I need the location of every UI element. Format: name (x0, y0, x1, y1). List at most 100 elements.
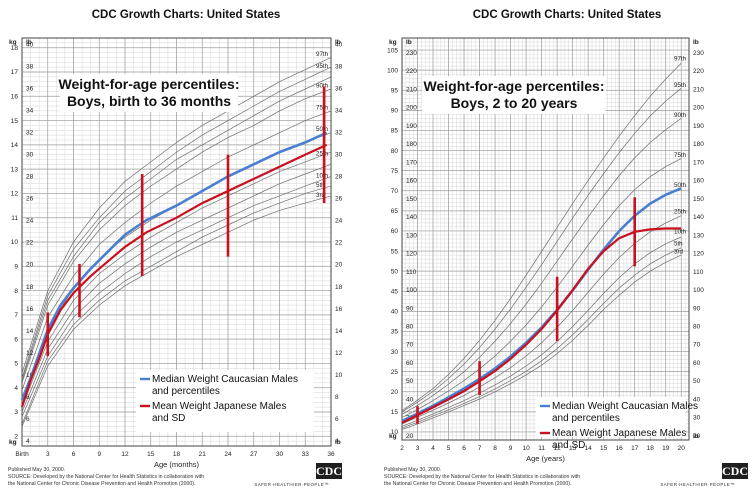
x-tick-label: 9 (509, 445, 513, 452)
y-tick-lb: 160 (693, 178, 704, 185)
x-axis-title: Age (months) (154, 460, 200, 469)
y-tick-kg: 70 (391, 188, 399, 195)
percentile-label: 5th (674, 241, 683, 248)
x-tick-label: 24 (224, 451, 232, 458)
y-tick-lb: 38 (335, 63, 343, 70)
y-tick-lb-inner: 18 (26, 284, 34, 291)
legend-entry: and SD (552, 440, 585, 451)
y-tick-lb: 60 (693, 360, 701, 367)
y-tick-kg: 20 (391, 389, 399, 396)
median-caucasian-line (20, 131, 328, 401)
percentile-curve (21, 163, 332, 413)
x-tick-label: 19 (662, 445, 670, 452)
y-tick-lb-inner: 220 (406, 68, 417, 75)
x-tick-label: 20 (678, 445, 686, 452)
mean-japanese-line (20, 143, 328, 408)
x-axis-title: Age (years) (526, 454, 565, 463)
y-tick-lb: 16 (335, 306, 343, 313)
unit-label-kg-top: kg (389, 39, 397, 46)
x-tick-label: 10 (522, 445, 530, 452)
percentile-label: 25th (316, 151, 329, 158)
percentile-curve (21, 57, 332, 374)
y-tick-lb-inner: 50 (406, 378, 414, 385)
y-tick-lb-inner: 70 (406, 342, 414, 349)
percentile-label: 50th (674, 182, 687, 189)
y-tick-lb: 150 (693, 196, 704, 203)
percentile-curve (401, 118, 682, 415)
percentile-label: 10th (316, 172, 329, 179)
y-tick-lb: 190 (693, 123, 704, 130)
x-tick-label: 12 (121, 451, 129, 458)
y-tick-lb-inner: 190 (406, 123, 417, 130)
percentile-label: 10th (674, 228, 687, 235)
x-tick-label: 7 (478, 445, 482, 452)
y-tick-lb-inner: 120 (406, 251, 417, 258)
legend-entry: and percentiles (152, 386, 220, 397)
x-tick-label: 15 (600, 445, 608, 452)
infant-weight-chart-panel: CDC Growth Charts: United States 3rd 5th 1… (0, 0, 372, 491)
chart-title-box (60, 74, 238, 112)
y-tick-lb: 80 (693, 323, 701, 330)
x-tick-label: 3 (416, 445, 420, 452)
plot-frame (401, 37, 690, 441)
y-tick-lb-inner: 38 (26, 63, 34, 70)
legend-box (536, 397, 686, 437)
x-tick-label: 18 (647, 445, 655, 452)
y-tick-lb-inner: 12 (26, 350, 34, 357)
y-tick-lb-inner: 40 (26, 41, 34, 48)
percentile-label: 97th (674, 56, 687, 63)
y-tick-lb-inner: 14 (26, 328, 34, 335)
y-tick-lb-inner: 40 (406, 396, 414, 403)
footer-line: SOURCE: Developed by the National Center… (384, 474, 580, 480)
y-tick-lb-inner: 10 (26, 372, 34, 379)
y-tick-lb: 24 (335, 218, 343, 225)
legend-entry: Median Weight Caucasian Males (552, 401, 698, 412)
unit-label-lb-bottom: lb (335, 439, 341, 446)
x-tick-label: 27 (250, 451, 258, 458)
y-tick-lb-inner: 210 (406, 86, 417, 93)
y-tick-lb-inner: 80 (406, 323, 414, 330)
y-tick-lb-inner: 22 (26, 240, 34, 247)
footer-line: the National Center for Chronic Disease … (8, 481, 195, 487)
y-tick-kg: 2 (14, 433, 18, 440)
chart-title-line: Weight-for-age percentiles: (424, 78, 605, 94)
y-tick-lb: 36 (335, 85, 343, 92)
y-tick-lb: 170 (693, 159, 704, 166)
y-tick-lb: 50 (693, 378, 701, 385)
y-tick-lb-inner: 34 (26, 108, 34, 115)
percentile-label: 25th (674, 208, 687, 215)
y-tick-kg: 7 (14, 312, 18, 319)
y-tick-kg: 10 (11, 239, 19, 246)
x-tick-label: 14 (585, 445, 593, 452)
x-tick-label: 6 (72, 451, 76, 458)
x-tick-label: 13 (569, 445, 577, 452)
y-tick-lb-inner: 16 (26, 306, 34, 313)
y-tick-lb: 180 (693, 141, 704, 148)
unit-label-kg-bottom: kg (9, 439, 17, 446)
percentile-label: 75th (674, 152, 687, 159)
percentile-curve (21, 185, 332, 425)
percentile-label: 95th (674, 82, 687, 89)
cdc-tagline: SAFER·HEALTHIER·PEOPLE™ (254, 482, 329, 487)
y-tick-kg: 105 (387, 47, 398, 54)
y-tick-lb-inner: 30 (26, 152, 34, 159)
y-tick-lb-inner: 26 (26, 196, 34, 203)
y-tick-kg: 65 (391, 208, 399, 215)
y-tick-kg: 40 (391, 309, 399, 316)
x-tick-label: 8 (493, 445, 497, 452)
unit-label-lb-top-inner: lb (26, 39, 32, 46)
y-tick-lb: 32 (335, 130, 343, 137)
chart-title-line: Boys, birth to 36 months (67, 93, 231, 109)
y-tick-lb-inner: 140 (406, 214, 417, 221)
percentile-curve (21, 151, 332, 408)
y-tick-kg: 12 (11, 191, 19, 198)
percentile-curve (401, 254, 682, 430)
x-tick-label: 21 (199, 451, 207, 458)
infant-weight-chart: 3rd5th10th25th50th75th90th95th97th234567… (8, 37, 343, 487)
unit-label-kg-bottom: kg (389, 433, 397, 440)
y-tick-lb: 20 (693, 433, 701, 440)
percentile-curve (401, 88, 682, 413)
percentile-curve (401, 158, 682, 418)
y-tick-kg: 17 (11, 69, 19, 76)
percentile-curve (401, 247, 682, 429)
